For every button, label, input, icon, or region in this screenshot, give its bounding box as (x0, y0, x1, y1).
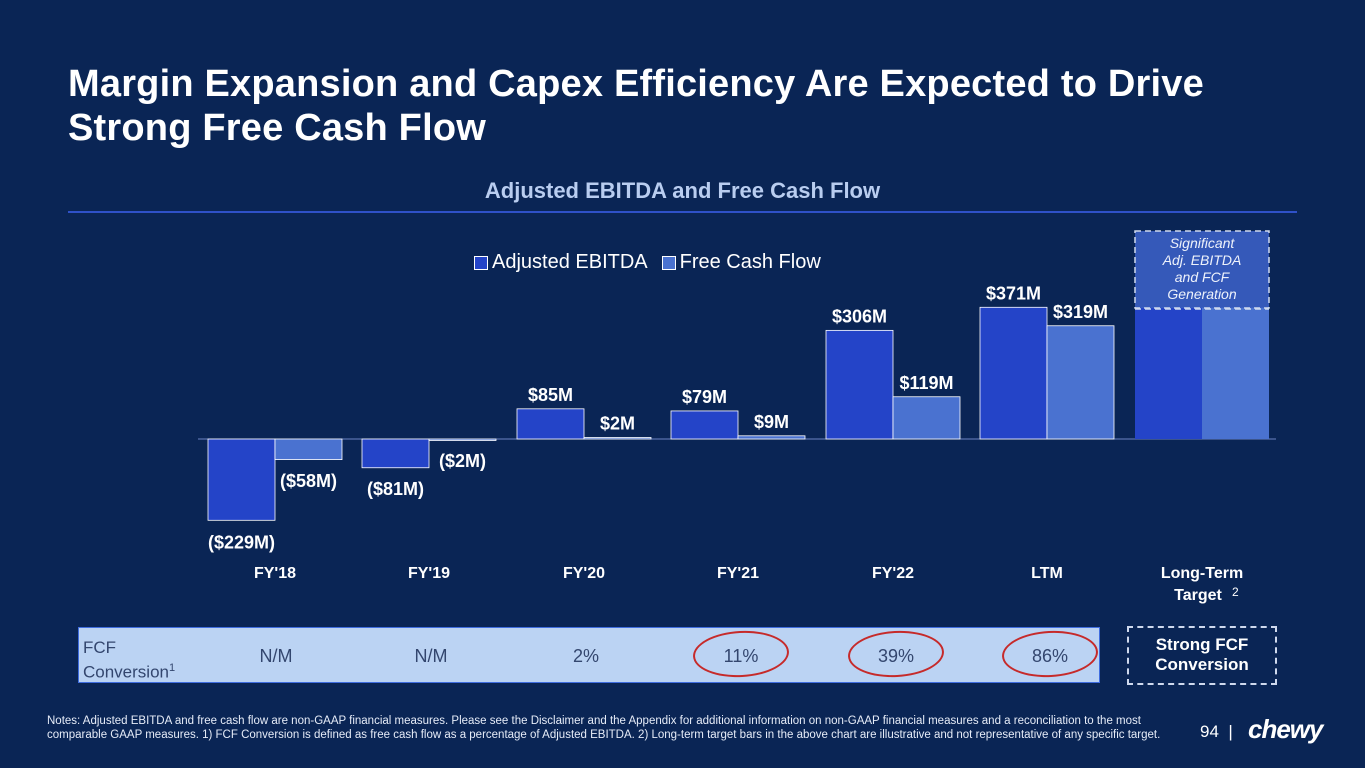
fcf-conversion-value-3: 11% (723, 646, 759, 666)
fcf-conversion-value-2: 2% (572, 646, 600, 666)
fcf-label-sup: 1 (169, 662, 176, 674)
target-annotation-line-1: Adj. EBITDA (1162, 252, 1242, 268)
chart-subtitle: Adjusted EBITDA and Free Cash Flow (484, 178, 881, 203)
fcf-conversion-label: FCF Conversion1 (83, 638, 175, 683)
fcf-label-line1: FCF (83, 638, 117, 657)
data-label-fcf-4: $119M (899, 373, 953, 393)
bar-ebitda-3 (670, 410, 739, 440)
bar-ebitda-1 (361, 438, 430, 469)
chewy-logo: chewy (1248, 714, 1323, 744)
x-tick-label-target: Target (1174, 587, 1222, 604)
fcf-conversion-value-5: 86% (1031, 646, 1069, 666)
bar-fcf-4 (892, 396, 961, 440)
page-separator: | (1228, 722, 1233, 741)
divider (68, 211, 1297, 213)
target-annotation-line-2: and FCF (1175, 269, 1231, 285)
strong-fcf-line2: Conversion (1155, 655, 1249, 674)
data-label-fcf-5: $319M (1053, 302, 1108, 322)
bar-fcf-5 (1046, 325, 1115, 440)
legend-label-fcf: Free Cash Flow (679, 251, 821, 273)
strong-fcf-box: Strong FCF Conversion (1127, 626, 1277, 685)
footnotes: Notes: Adjusted EBITDA and free cash flo… (47, 715, 1161, 741)
bar-fcf-3 (737, 435, 806, 440)
x-tick-sup: 2 (1232, 585, 1239, 599)
bar-ebitda-5 (979, 306, 1048, 440)
data-label-ebitda-3: $79M (682, 387, 727, 407)
x-tick-label-5: LTM (1031, 565, 1063, 582)
fcf-conversion-row: FCF Conversion1 N/M N/M 2% 11% 39% 86% (78, 627, 1100, 683)
x-tick-label-4: FY'22 (872, 565, 914, 582)
bar-ebitda-6 (1135, 307, 1202, 439)
legend-swatch-ebitda (474, 255, 488, 270)
x-tick-label-3: FY'21 (717, 565, 759, 582)
target-annotation-line-0: Significant (1170, 235, 1236, 251)
bar-fcf-6 (1202, 307, 1269, 439)
bar-ebitda-0 (207, 438, 276, 521)
data-label-ebitda-0: ($229M) (208, 532, 275, 552)
target-annotation-line-3: Generation (1167, 286, 1236, 302)
x-tick-label-0: FY'18 (254, 565, 296, 582)
fcf-conversion-value-1: N/M (414, 646, 448, 666)
x-tick-label-1: FY'19 (408, 565, 450, 582)
bar-ebitda-4 (825, 329, 894, 440)
data-label-fcf-2: $2M (600, 414, 635, 434)
data-label-fcf-0: ($58M) (280, 471, 337, 491)
fcf-label-line2: Conversion (83, 662, 169, 682)
data-label-ebitda-2: $85M (528, 385, 573, 405)
target-annotation-border (1134, 230, 1270, 309)
data-label-ebitda-4: $306M (832, 306, 887, 326)
fcf-conversion-value-0: N/M (259, 646, 293, 666)
legend-label-ebitda: Adjusted EBITDA (492, 251, 648, 273)
legend-swatch-fcf (661, 255, 676, 270)
x-tick-label-6: Long-Term (1161, 565, 1243, 582)
target-annotation-bg (1135, 231, 1269, 308)
page-number: 94 | (1200, 722, 1233, 742)
bar-fcf-0 (274, 438, 343, 460)
bar-fcf-2 (583, 437, 652, 440)
fcf-conversion-value-4: 39% (877, 646, 915, 666)
page-number-value: 94 (1200, 722, 1219, 741)
data-label-fcf-3: $9M (754, 412, 789, 432)
data-label-fcf-1: ($2M) (439, 451, 486, 471)
data-label-ebitda-1: ($81M) (367, 479, 424, 499)
strong-fcf-line1: Strong FCF (1155, 635, 1249, 654)
page-title: Margin Expansion and Capex Efficiency Ar… (68, 63, 1204, 149)
bar-ebitda-2 (516, 408, 585, 440)
bar-fcf-1 (428, 438, 497, 441)
chart-legend: Adjusted EBITDA Free Cash Flow (474, 251, 835, 274)
x-tick-label-2: FY'20 (563, 565, 605, 582)
data-label-ebitda-5: $371M (986, 283, 1041, 303)
